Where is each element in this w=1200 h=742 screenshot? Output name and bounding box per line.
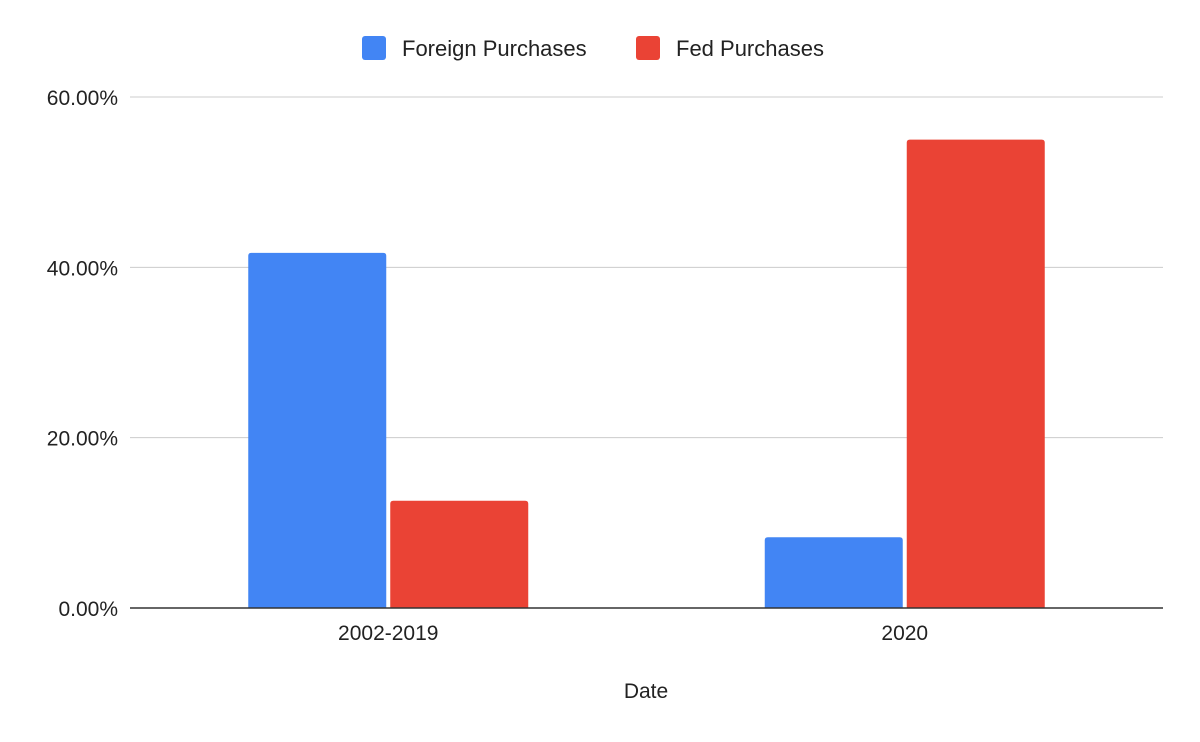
legend-swatch	[362, 36, 386, 60]
bar-foreign-purchases	[764, 537, 903, 608]
axes: 0.00% 20.00% 40.00% 60.00% 2002-2019 2020	[47, 87, 1163, 645]
x-tick-label: 2020	[881, 622, 928, 645]
y-tick-label: 40.00%	[47, 257, 118, 280]
legend-label: Fed Purchases	[676, 36, 824, 61]
bar-foreign-purchases	[248, 252, 387, 609]
y-tick-label: 20.00%	[47, 428, 118, 451]
bars	[248, 139, 1045, 609]
y-tick-label: 60.00%	[47, 87, 118, 110]
bar-fed-purchases	[390, 500, 529, 608]
legend-swatch	[636, 36, 660, 60]
x-axis-title: Date	[624, 680, 668, 703]
legend: Foreign Purchases Fed Purchases	[362, 36, 824, 61]
legend-label: Foreign Purchases	[402, 36, 587, 61]
x-tick-label: 2002-2019	[338, 622, 438, 645]
bar-fed-purchases	[906, 139, 1045, 609]
y-tick-label: 0.00%	[58, 598, 118, 621]
